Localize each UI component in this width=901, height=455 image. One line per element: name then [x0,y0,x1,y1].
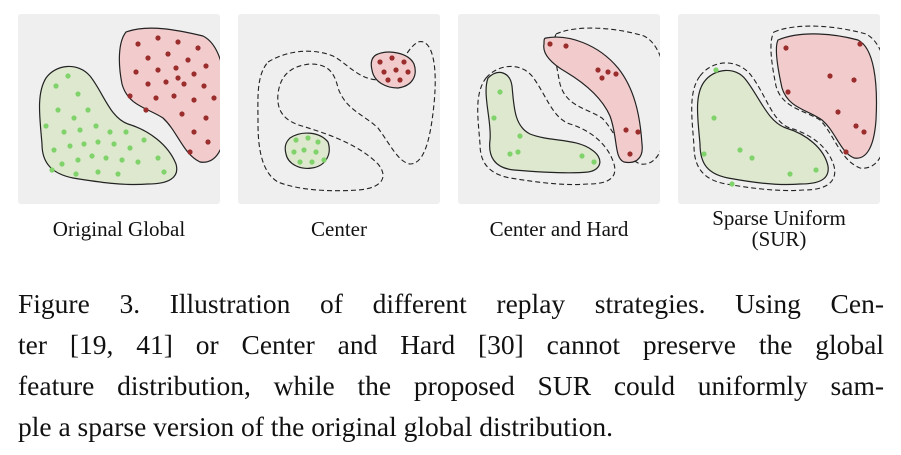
caption-line-3: feature distribution, while the proposed… [18,370,884,401]
panel-label-original-global: Original Global [52,217,186,241]
green-points [491,89,597,165]
panel-original-global [18,14,220,204]
red-points [377,55,411,83]
red-cluster-region [775,33,878,159]
green-hard-region [485,71,601,174]
caption-line-2: ter [19, 41] or Center and Hard [30] can… [18,329,884,360]
green-points [701,67,819,187]
global-boundary-outline [691,25,880,192]
red-cluster-region [118,27,220,163]
panel-label-center-and-hard: Center and Hard [489,217,629,241]
panel-label-line-1: Sparse Uniform [712,206,846,230]
center-plot [257,41,436,192]
center-and-hard-plot [477,27,660,186]
green-points [291,135,327,165]
panel-label-line-2: (SUR) [751,227,807,251]
panel-sparse-uniform [678,14,880,204]
red-hard-region [543,36,643,164]
panel-label-center: Center [311,217,367,241]
red-points [783,41,867,155]
global-boundary-outline [477,27,660,186]
panel-center-and-hard [458,14,660,204]
green-cluster-region [38,65,178,186]
red-points [547,41,641,157]
panel-center [238,14,440,204]
caption-line-1: Figure 3. Illustration of different repl… [18,288,884,319]
caption-line-4: ple a sparse version of the original glo… [18,411,613,442]
sparse-uniform-plot [691,25,880,192]
original-global-plot [38,27,220,186]
red-points [127,35,217,155]
panel-label-sparse-uniform: Sparse Uniform (SUR) [664,208,894,250]
figure-caption: Figure 3. Illustration of different repl… [18,283,884,447]
green-points [43,73,167,177]
green-cluster-region [696,69,829,186]
